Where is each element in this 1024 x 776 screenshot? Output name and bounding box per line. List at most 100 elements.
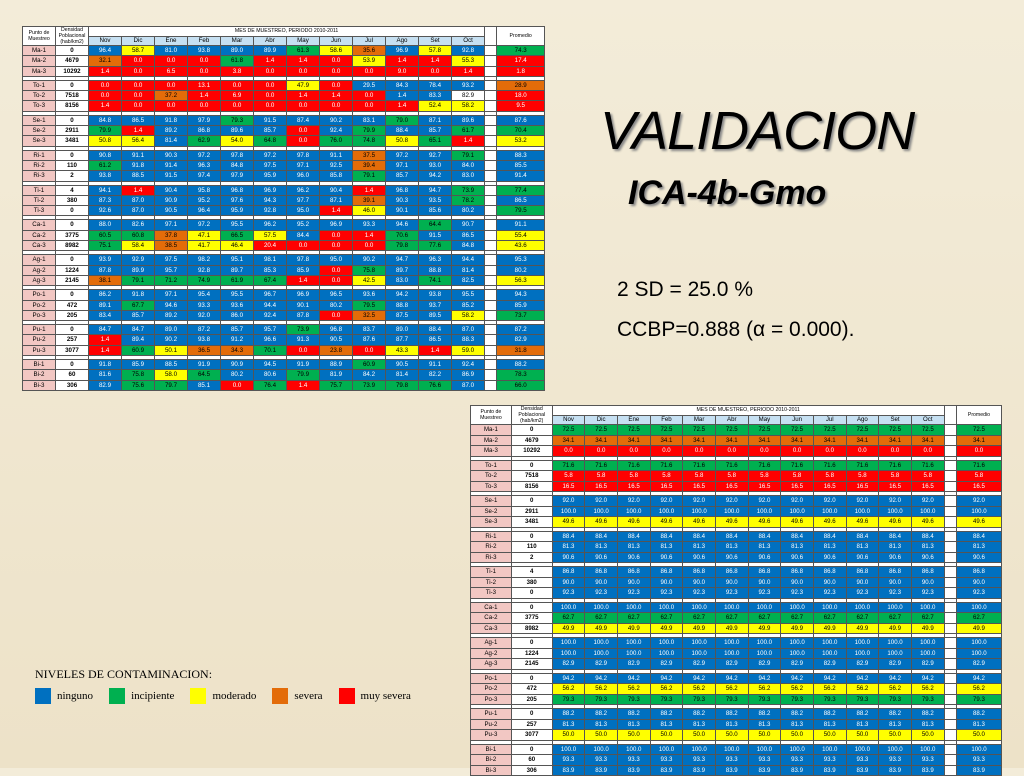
value-cell: 1.4 <box>450 135 486 147</box>
value-cell: 84.0 <box>450 159 486 172</box>
value-cell: 90.9 <box>154 194 188 207</box>
separator-cell <box>714 668 749 674</box>
value-cell: 81.3 <box>878 541 912 553</box>
value-cell: 93.5 <box>418 194 452 207</box>
header-mes: MES DE MUESTREO, PERIODO 2010-2011 <box>551 405 945 416</box>
value-cell: 96.8 <box>385 184 419 196</box>
value-cell: 83.1 <box>352 114 386 127</box>
value-cell: 100.0 <box>682 637 716 649</box>
value-cell: 85.9 <box>121 359 155 371</box>
separator-cell <box>649 526 684 532</box>
density-cell: 0 <box>55 254 89 266</box>
value-cell: 49.9 <box>682 622 716 634</box>
value-cell: 34.1 <box>845 434 880 446</box>
value-cell: 79.1 <box>450 149 486 161</box>
value-cell: 56.2 <box>616 683 651 695</box>
gap-cell <box>484 219 498 231</box>
value-cell: 67.7 <box>121 299 155 311</box>
value-cell: 0.0 <box>649 445 684 457</box>
density-cell: 1224 <box>510 647 553 659</box>
average-cell: 83.9 <box>955 764 1003 776</box>
value-cell: 23.8 <box>319 344 353 357</box>
point-cell: To-1 <box>470 459 512 471</box>
month-header: Nov <box>551 414 586 425</box>
separator-cell <box>812 455 847 461</box>
value-cell: 0.0 <box>187 100 221 112</box>
gap-cell <box>484 159 498 172</box>
value-cell: 71.6 <box>780 459 814 471</box>
point-cell: To-2 <box>22 90 56 102</box>
month-header: Mar <box>220 35 254 46</box>
density-cell: 10292 <box>510 445 553 457</box>
month-header: Ene <box>154 35 188 46</box>
separator-cell <box>649 455 684 461</box>
value-cell: 88.2 <box>616 708 651 720</box>
value-cell: 62.7 <box>747 612 782 624</box>
month-header: Oct <box>910 414 945 425</box>
gap-cell <box>943 683 957 695</box>
table-row: Bi-1 0 100.0 100.0 100.0 100.0 100.0 100.0 100.0… <box>470 743 1003 755</box>
separator-cell <box>510 562 553 567</box>
value-cell: 97.5 <box>154 254 188 266</box>
value-cell: 100.0 <box>812 505 847 517</box>
value-cell: 86.8 <box>910 566 945 578</box>
average-cell: 56.2 <box>955 683 1003 695</box>
average-cell: 95.3 <box>496 254 546 266</box>
value-cell: 81.3 <box>878 718 912 730</box>
value-cell: 97.2 <box>385 149 419 161</box>
table-row: Se-3 3481 49.6 49.6 49.6 49.6 49.6 49.6 49.6 49.6… <box>470 516 1003 528</box>
legend-title: NIVELES DE CONTAMINACION: <box>35 667 213 681</box>
point-cell: Ri-2 <box>470 541 512 553</box>
average-cell: 93.3 <box>955 754 1003 766</box>
density-cell: 3077 <box>55 344 89 357</box>
separator-cell <box>649 562 684 567</box>
gap-cell <box>943 566 957 578</box>
gap-cell <box>484 114 498 127</box>
separator-cell <box>714 633 749 638</box>
point-cell: To-3 <box>22 100 56 112</box>
value-cell: 92.3 <box>649 587 684 599</box>
value-cell: 90.0 <box>878 576 912 588</box>
value-cell: 94.4 <box>253 299 287 311</box>
value-cell: 83.9 <box>780 764 814 776</box>
value-cell: 91.9 <box>187 359 221 371</box>
value-cell: 50.0 <box>812 729 847 741</box>
value-cell: 83.0 <box>450 170 486 182</box>
legend-label: incipiente <box>131 690 175 702</box>
value-cell: 90.0 <box>682 576 716 588</box>
separator-cell <box>747 455 782 461</box>
value-cell: 94.7 <box>385 254 419 266</box>
value-cell: 0.0 <box>286 100 320 112</box>
separator-cell <box>812 668 847 674</box>
value-cell: 0.0 <box>319 264 353 276</box>
value-cell: 60.5 <box>88 229 122 242</box>
separator-cell <box>616 633 651 638</box>
point-cell: Ri-1 <box>470 530 512 542</box>
value-cell: 88.9 <box>319 359 353 371</box>
point-cell: Ca-2 <box>22 229 56 242</box>
legend-item: incipiente <box>109 688 174 704</box>
value-cell: 95.8 <box>187 184 221 196</box>
point-cell: To-2 <box>470 470 512 482</box>
value-cell: 71.6 <box>845 459 880 471</box>
average-cell: 87.6 <box>496 114 546 127</box>
density-cell: 4679 <box>55 55 89 67</box>
separator-cell <box>714 597 749 603</box>
value-cell: 61.7 <box>450 125 486 137</box>
table-row: Ag-1 0 100.0 100.0 100.0 100.0 100.0 100.0 100.0… <box>470 637 1003 649</box>
value-cell: 0.0 <box>286 240 320 252</box>
value-cell: 83.9 <box>747 764 782 776</box>
value-cell: 65.1 <box>418 135 452 147</box>
value-cell: 50.0 <box>682 729 716 741</box>
value-cell: 97.1 <box>154 289 188 301</box>
point-cell: Ag-1 <box>470 637 512 649</box>
table-row: To-2 7518 0.0 0.0 37.2 1.4 6.9 0.0 1.4 1.4 0.0 1.4 8… <box>22 90 546 102</box>
value-cell: 81.3 <box>714 718 749 730</box>
value-cell: 100.0 <box>878 637 912 649</box>
value-cell: 0.0 <box>747 445 782 457</box>
value-cell: 91.2 <box>220 334 254 346</box>
average-cell: 90.6 <box>955 551 1003 563</box>
table-row: Ag-1 0 93.9 92.9 97.5 98.2 95.1 98.1 97.8 95.0 90.… <box>22 254 546 266</box>
separator-cell <box>714 739 749 745</box>
value-cell: 86.8 <box>845 566 880 578</box>
